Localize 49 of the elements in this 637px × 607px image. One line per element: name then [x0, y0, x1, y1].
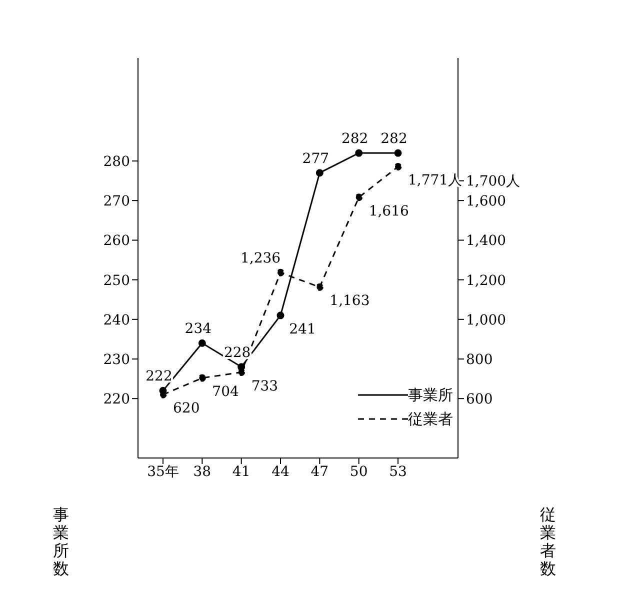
data-label: 282 [341, 131, 368, 148]
x-tick-label: 50 [350, 464, 368, 480]
y-tick-label: 280 [103, 154, 130, 170]
point [238, 368, 246, 376]
data-label: 228 [224, 344, 251, 361]
data-label: 733 [251, 378, 278, 394]
y2-tick-label: 600 [466, 392, 493, 408]
y-tick-label: 260 [103, 233, 130, 250]
x-tick-label: 44 [272, 464, 290, 480]
y-tick-label: 220 [103, 392, 130, 408]
point [198, 339, 206, 347]
x-tick-label: 35年 [147, 464, 179, 480]
x-tick-label: 38 [193, 464, 212, 480]
y2-axis-title: 従業者数 [540, 505, 557, 578]
y-tick-label: 270 [103, 194, 130, 210]
data-label: 277 [302, 150, 330, 167]
point [394, 149, 402, 157]
x-tick-label: 47 [310, 464, 329, 480]
y-tick-label: 230 [103, 352, 130, 368]
y-axis-title: 事業所数 [53, 505, 70, 578]
data-label: 1,236 [240, 250, 281, 267]
data-label: 704 [212, 384, 239, 400]
data-label: 1,616 [368, 203, 410, 220]
x-tick-label: 53 [389, 464, 407, 480]
x-tick-label: 41 [232, 464, 250, 480]
y2-tick-label: 1,000 [466, 312, 506, 328]
point [276, 312, 284, 320]
y2-tick-label: 800 [466, 352, 493, 368]
point [276, 268, 284, 276]
y-tick-label: 240 [103, 312, 130, 328]
point [198, 374, 206, 382]
point [394, 162, 402, 170]
point [316, 169, 324, 177]
data-label: 222 [146, 368, 172, 385]
data-label: 282 [380, 131, 408, 148]
legend-label: 事業所 [408, 385, 453, 406]
point [355, 194, 363, 202]
legend-label: 従業者 [408, 409, 453, 430]
data-label: 1,163 [330, 293, 370, 310]
point [355, 149, 363, 157]
y2-tick-label: 1,200 [466, 272, 506, 289]
y2-tick-label: 1,600 [466, 194, 506, 210]
data-label: 241 [289, 321, 316, 338]
data-label: 620 [173, 400, 200, 417]
y2-tick-label: 1,400 [466, 233, 506, 250]
point [316, 283, 324, 291]
y-tick-label: 250 [103, 272, 130, 289]
y2-tick-label: 1,700人 [466, 174, 520, 190]
data-label: 234 [184, 321, 212, 338]
